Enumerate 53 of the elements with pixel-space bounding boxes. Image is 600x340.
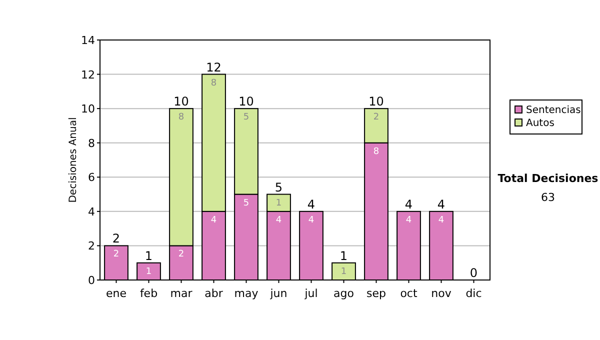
legend-label: Autos (526, 118, 554, 129)
total-label: 4 (307, 197, 316, 212)
x-tick-label: mar (170, 287, 193, 300)
data-label: 5 (243, 112, 250, 123)
x-tick-label: feb (140, 287, 158, 300)
total-label: 0 (470, 266, 478, 280)
data-label: 5 (243, 198, 250, 208)
data-label: 2 (178, 250, 184, 260)
y-tick-label: 14 (81, 34, 95, 47)
x-tick-label: jun (269, 287, 288, 300)
y-tick-label: 8 (88, 136, 95, 150)
total-label: 10 (174, 94, 189, 109)
total-label: 4 (437, 197, 446, 212)
total-label: 2 (112, 232, 120, 246)
data-label: 4 (210, 215, 217, 226)
y-tick-label: 6 (88, 171, 95, 184)
data-label: 4 (276, 215, 282, 226)
x-tick-label: oct (400, 287, 418, 300)
y-axis-title: Decisiones Anual (68, 117, 79, 203)
data-label: 8 (210, 78, 217, 88)
x-tick-label: dic (466, 287, 482, 300)
y-tick-label: 0 (88, 274, 95, 287)
x-tick-label: jul (304, 287, 318, 300)
data-label: 8 (178, 112, 184, 123)
data-label: 2 (113, 250, 120, 260)
total-label: 10 (368, 94, 384, 109)
total-label: 10 (238, 94, 254, 109)
y-tick-label: 12 (81, 68, 95, 82)
data-label: 1 (146, 266, 152, 277)
data-label: 4 (308, 215, 314, 226)
text: 63 (541, 191, 555, 204)
total-label: 12 (206, 60, 222, 74)
x-tick-label: abr (204, 287, 224, 300)
data-label: 1 (340, 266, 347, 277)
x-tick-label: ene (106, 287, 127, 300)
x-tick-label: nov (431, 287, 452, 300)
total-label: 5 (274, 180, 283, 194)
x-tick-label: ago (334, 287, 354, 300)
data-label: 1 (276, 198, 282, 208)
total-label: 1 (144, 248, 153, 263)
text: Total Decisiones (498, 172, 599, 185)
y-tick-label: 4 (88, 205, 95, 218)
data-label: 8 (373, 146, 380, 157)
y-tick-label: 10 (81, 102, 95, 116)
x-tick-label: may (234, 287, 259, 300)
total-label: 4 (404, 197, 413, 212)
data-label: 4 (438, 215, 444, 226)
data-label: 2 (373, 112, 380, 123)
data-label: 4 (406, 215, 412, 226)
legend-label: Sentencias (526, 105, 581, 116)
y-tick-label: 2 (88, 240, 95, 253)
total-label: 1 (340, 248, 348, 263)
x-tick-label: sep (366, 287, 386, 300)
